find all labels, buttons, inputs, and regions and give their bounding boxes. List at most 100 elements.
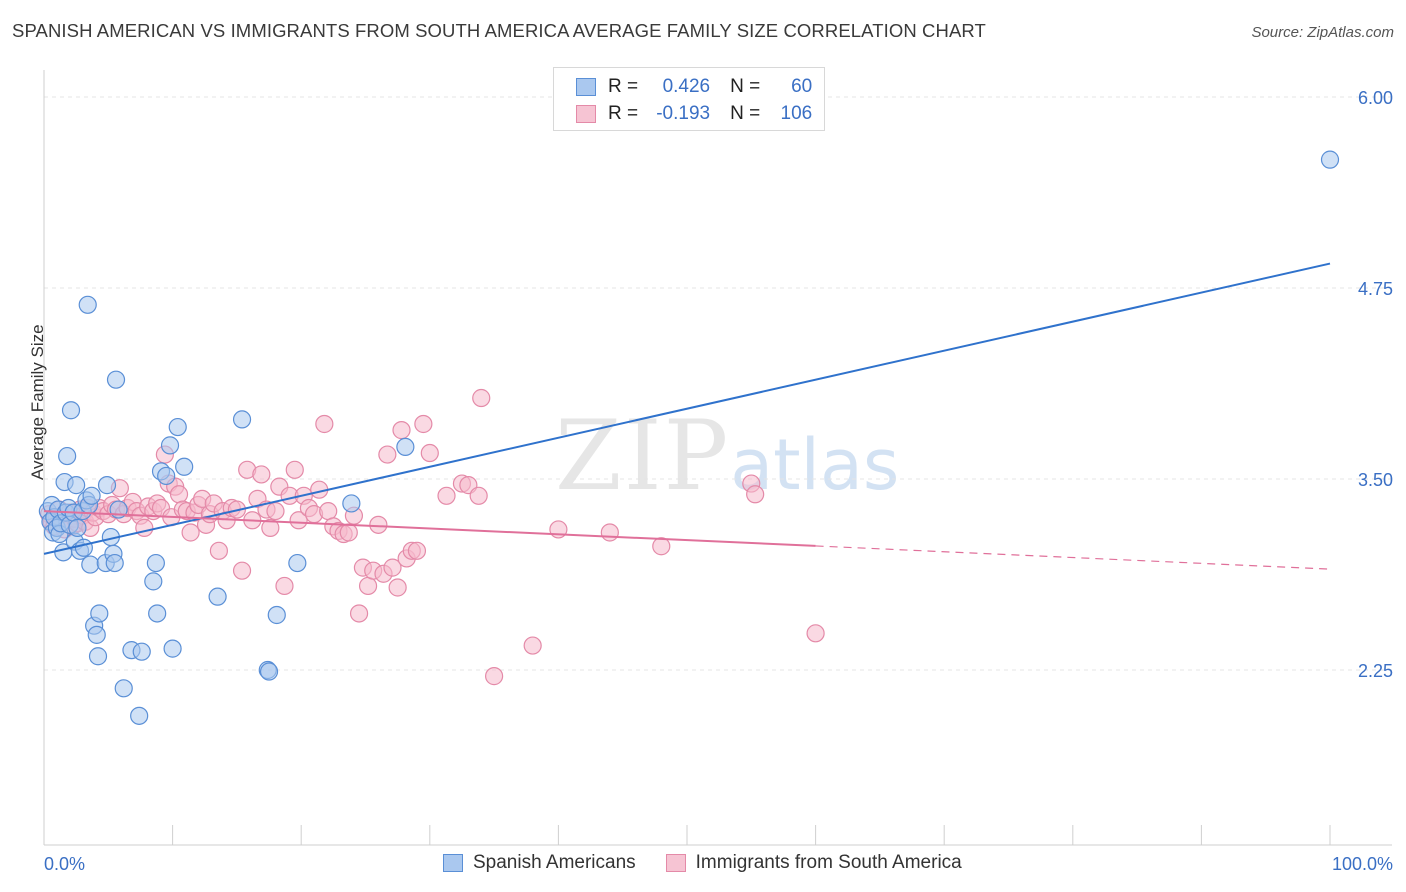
chart-title: SPANISH AMERICAN VS IMMIGRANTS FROM SOUT… [12,20,986,41]
trend-lines [43,262,1331,570]
immigrant-point [319,501,338,521]
spanish-american-point [144,572,163,591]
immigrant-point [285,460,304,479]
spanish-american-point [132,642,151,661]
immigrant-point [414,414,433,434]
x-tick-label: 0.0% [44,854,85,874]
immigrant-point [806,624,825,643]
immigrant-point [252,465,271,484]
legend-swatch-immigrants [665,854,686,872]
x-tick-label: 100.0% [1332,854,1393,874]
legend-r-value-spanish: 0.426 [662,76,711,97]
immigrant-point [169,485,189,504]
legend-row-immigrants: R = -0.193 N = 106 [576,101,812,127]
spanish-american-point [130,706,149,725]
immigrant-point [523,636,542,655]
immigrant-point [209,541,228,560]
y-tick-label: 4.75 [1358,279,1393,299]
immigrant-point [358,576,378,596]
spanish-american-point [232,410,252,429]
immigrant-point [407,541,427,560]
series-immigrants-points [40,388,825,686]
spanish-american-point [157,466,176,486]
trend-line-immigrants-dashed [815,545,1331,570]
spanish-american-point [160,436,180,455]
immigrant-point [369,515,388,534]
y-tick-label: 3.50 [1358,470,1393,490]
spanish-american-point [90,604,109,623]
spanish-american-point [114,679,133,698]
immigrant-point [266,501,285,521]
immigrant-point [392,421,411,440]
immigrant-point [485,667,504,686]
spanish-american-point [67,476,86,495]
spanish-american-point [146,553,165,573]
legend-n-label: N = [730,103,761,124]
spanish-american-point [396,437,415,457]
immigrant-point [181,523,200,542]
legend-item-spanish[interactable]: Spanish Americans [443,852,636,874]
immigrant-point [388,578,407,597]
y-axis-label: Average Family Size [28,324,47,480]
spanish-american-point [148,604,167,623]
legend-n-label: N = [730,76,761,97]
spanish-american-point [259,662,279,681]
immigrant-point [383,558,402,577]
immigrant-point [232,561,252,580]
spanish-american-point [105,553,124,573]
spanish-american-point [61,401,81,420]
immigrant-point [378,445,397,464]
spanish-american-point [88,647,108,666]
spanish-american-point [78,295,97,314]
immigrant-point [420,443,439,463]
spanish-american-point [342,494,361,513]
immigrant-point [261,518,280,537]
spanish-american-point [208,587,227,606]
immigrant-point [315,414,334,434]
immigrant-point [289,511,308,530]
y-tick-label: 2.25 [1358,661,1393,681]
trend-line-immigrants-solid [43,510,816,547]
series-legend: Spanish Americans Immigrants from South … [443,852,992,874]
source-credit: Source: ZipAtlas.com [1251,24,1394,41]
axes [43,70,1392,846]
spanish-american-point [267,605,286,625]
legend-row-spanish: R = 0.426 N = 60 [576,74,812,100]
immigrant-point [600,523,619,542]
spanish-american-point [288,553,307,573]
spanish-american-point [68,518,87,537]
legend-n-value-immigrants: 106 [780,103,813,124]
spanish-american-point [106,370,126,389]
spanish-american-point [58,446,77,466]
tick-labels: 2.25 3.50 4.75 6.00 0.0% 100.0% [44,88,1393,874]
legend-label-immigrants: Immigrants from South America [695,852,962,873]
spanish-american-point [81,555,100,574]
legend-swatch-spanish [576,78,596,96]
legend-n-value-spanish: 60 [791,76,813,97]
legend-item-immigrants[interactable]: Immigrants from South America [665,852,962,874]
legend-r-value-immigrants: -0.193 [656,103,711,124]
trend-line-spanish [43,262,1331,555]
spanish-american-point [82,486,101,505]
immigrant-point [472,388,491,408]
spanish-american-point [168,417,187,437]
correlation-legend: R = 0.426 N = 60 R = -0.193 N = 106 [553,67,825,131]
spanish-american-point [1320,150,1340,169]
spanish-american-point [87,625,106,644]
legend-r-label: R = [608,76,639,97]
immigrant-point [275,576,294,596]
legend-label-spanish: Spanish Americans [473,852,636,873]
series-spanish-points [38,150,1340,725]
immigrant-point [135,518,154,537]
gridlines [44,96,1392,671]
immigrant-point [339,523,358,542]
legend-r-label: R = [608,103,639,124]
spanish-american-point [163,639,182,658]
legend-swatch-immigrants [576,105,596,123]
spanish-american-point [175,457,194,476]
immigrant-point [652,537,671,556]
immigrant-point [746,485,765,504]
immigrant-point [349,604,369,623]
immigrant-point [469,486,488,505]
